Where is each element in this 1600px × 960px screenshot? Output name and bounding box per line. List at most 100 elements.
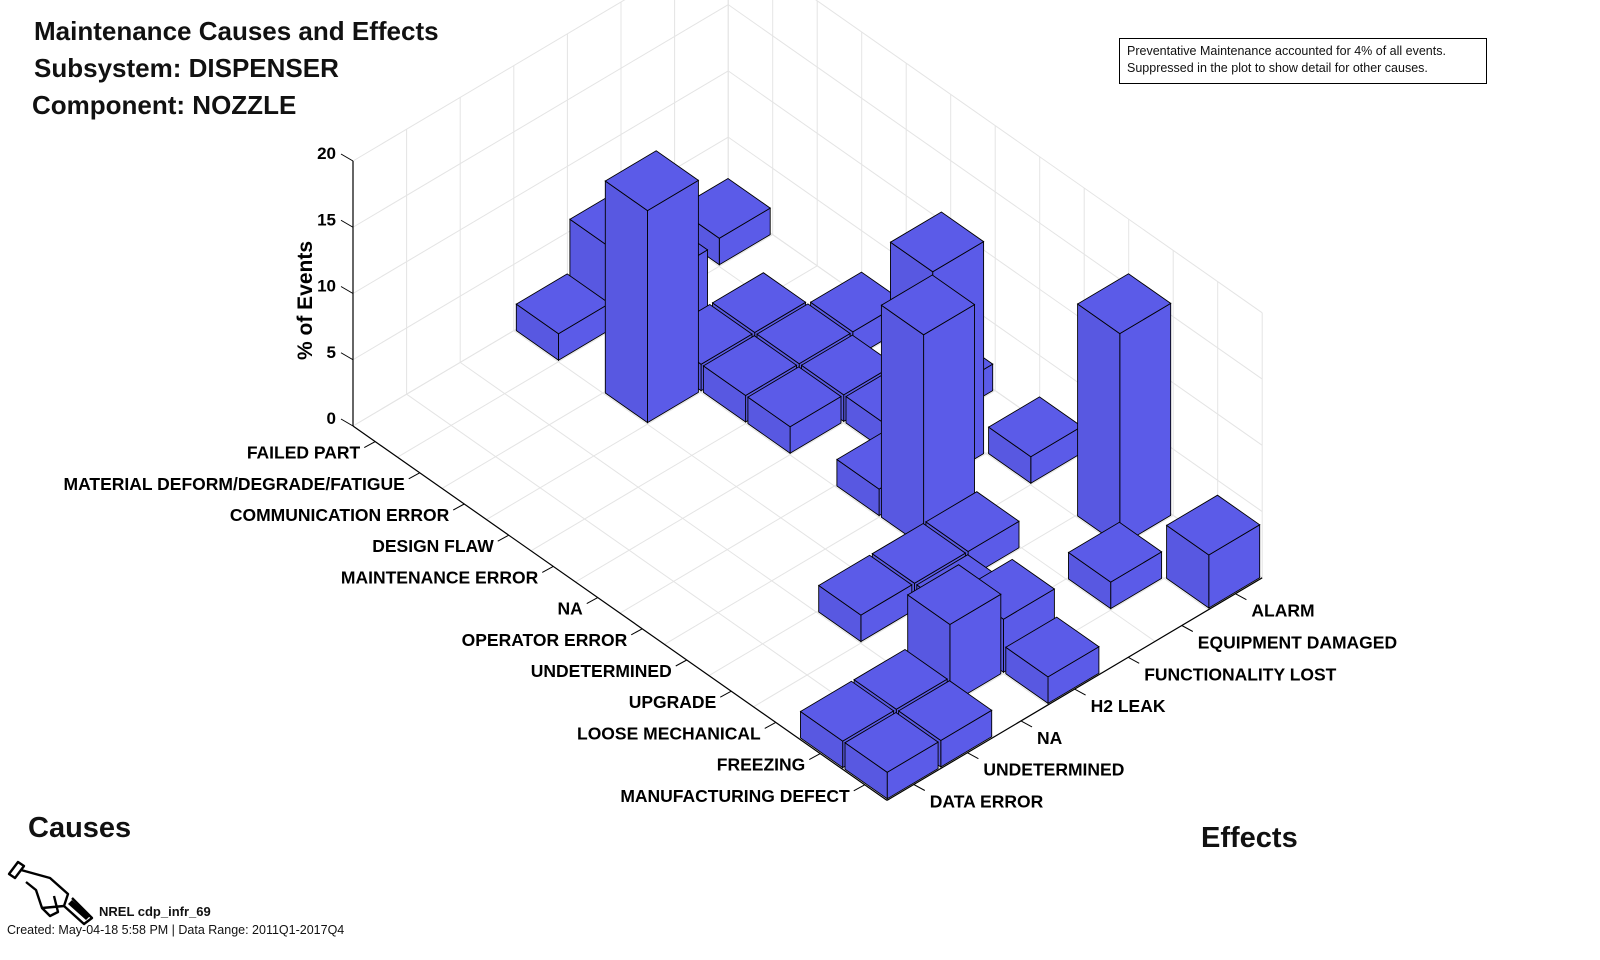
- cause-label: COMMUNICATION ERROR: [230, 505, 450, 525]
- bar-face-top: [1004, 616, 1100, 678]
- bar-face-top: [880, 274, 976, 336]
- bar-face-top: [702, 335, 798, 397]
- cause-label: MATERIAL DEFORM/DEGRADE/FATIGUE: [64, 474, 405, 494]
- cause-tick: [720, 690, 732, 698]
- cause-tick: [809, 753, 821, 761]
- effect-label: EQUIPMENT DAMAGED: [1198, 633, 1397, 653]
- z-tick: [340, 219, 354, 228]
- wall-grid-line: [727, 70, 1263, 446]
- cause-tick: [586, 597, 598, 605]
- bar-face-top: [853, 648, 949, 710]
- effect-label: UNDETERMINED: [983, 760, 1124, 780]
- effect-label: ALARM: [1251, 601, 1314, 621]
- annotation-line-1: Preventative Maintenance accounted for 4…: [1127, 44, 1446, 58]
- bar: [747, 366, 842, 455]
- effect-tick: [967, 752, 979, 760]
- wall-grid-line: [727, 4, 1263, 380]
- z-tick: [340, 153, 354, 162]
- cause-label: LOOSE MECHANICAL: [577, 723, 761, 743]
- component-title: Component: NOZZLE: [32, 90, 297, 120]
- effect-tick: [1020, 720, 1033, 728]
- bar-face-top: [676, 177, 772, 239]
- cause-tick: [408, 472, 420, 480]
- cause-label: NA: [557, 599, 583, 619]
- cause-tick: [453, 503, 465, 511]
- effect-tick: [1127, 656, 1140, 664]
- effect-label: H2 LEAK: [1091, 696, 1166, 716]
- bar: [604, 150, 700, 424]
- effect-tick: [1074, 688, 1086, 696]
- cause-label: OPERATOR ERROR: [462, 630, 628, 650]
- bar: [880, 274, 976, 548]
- bar: [844, 711, 939, 800]
- bar-face-top: [1165, 494, 1261, 556]
- wall-grid-line: [727, 136, 1263, 512]
- bar: [1067, 521, 1163, 610]
- effect-tick: [1181, 625, 1194, 632]
- wall-grid-line: [352, 4, 729, 228]
- z-tick-label: 5: [327, 343, 336, 362]
- annotation-line-2: Suppressed in the plot to show detail fo…: [1127, 61, 1428, 75]
- bar-face-side: [880, 304, 925, 548]
- bar-face-side: [1077, 303, 1121, 547]
- fuel-nozzle-icon: [7, 860, 94, 926]
- bar-face-top: [889, 211, 985, 273]
- effect-label: DATA ERROR: [930, 792, 1044, 812]
- cause-label: DESIGN FLAW: [372, 536, 494, 556]
- cause-tick: [631, 628, 643, 636]
- bar: [987, 396, 1083, 485]
- bar-face-top: [844, 711, 939, 773]
- wall-grid-line: [352, 0, 626, 162]
- z-tick: [340, 418, 354, 427]
- cause-label: FREEZING: [717, 755, 805, 775]
- z-axis-label: % of Events: [294, 241, 317, 360]
- z-tick-label: 20: [317, 144, 336, 163]
- causes-axis-label: Causes: [28, 812, 132, 844]
- chart-title: Maintenance Causes and Effects: [34, 16, 439, 46]
- z-tick-label: 15: [317, 210, 336, 229]
- effect-label: FUNCTIONALITY LOST: [1144, 664, 1336, 684]
- wall-grid-line: [815, 0, 1263, 314]
- bar-face-front: [647, 179, 699, 424]
- cause-tick: [675, 659, 687, 667]
- bar: [1004, 616, 1100, 705]
- bar-face-top: [906, 564, 1002, 626]
- bar-face-top: [925, 491, 1020, 553]
- wall-grid-line: [727, 202, 1263, 579]
- effects-axis-label: Effects: [1201, 822, 1298, 854]
- cause-label: UNDETERMINED: [531, 661, 672, 681]
- cause-label: MAINTENANCE ERROR: [341, 567, 539, 587]
- annotation-box: Preventative Maintenance accounted for 4…: [1119, 38, 1487, 84]
- floor-grid-line: [664, 421, 1040, 645]
- effect-label: NA: [1037, 728, 1063, 748]
- bar: [817, 554, 913, 643]
- bar-face-top: [799, 680, 895, 742]
- cause-label: MANUFACTURING DEFECT: [620, 786, 850, 806]
- cause-tick: [497, 534, 509, 542]
- bar-face-top: [711, 272, 807, 334]
- causes-axis-line: [352, 425, 888, 801]
- cause-tick: [764, 721, 776, 729]
- cause-tick: [853, 784, 865, 792]
- effect-tick: [913, 784, 926, 791]
- axes: 0 5 10 15 20 FAILED PART MATERIAL DEFORM/DEGRA…: [64, 144, 1398, 812]
- bar-face-top: [604, 150, 700, 212]
- cause-tick: [542, 565, 554, 573]
- z-tick: [340, 352, 354, 361]
- z-tick: [340, 286, 354, 294]
- bar-face-top: [1076, 273, 1172, 335]
- bar-face-top: [1067, 521, 1163, 583]
- z-tick-label: 10: [317, 277, 336, 296]
- wall-grid-line: [352, 70, 729, 294]
- created-info: Created: May-04-18 5:58 PM | Data Range:…: [7, 923, 345, 937]
- bar: [1165, 494, 1261, 609]
- bar-face-top: [897, 680, 993, 742]
- cause-tick: [364, 441, 376, 449]
- bar: [1076, 273, 1172, 547]
- source-id: NREL cdp_infr_69: [99, 904, 211, 919]
- bar-face-top: [871, 522, 967, 584]
- cause-label: UPGRADE: [629, 692, 717, 712]
- cause-label: FAILED PART: [247, 443, 361, 463]
- bar-face-top: [747, 366, 842, 428]
